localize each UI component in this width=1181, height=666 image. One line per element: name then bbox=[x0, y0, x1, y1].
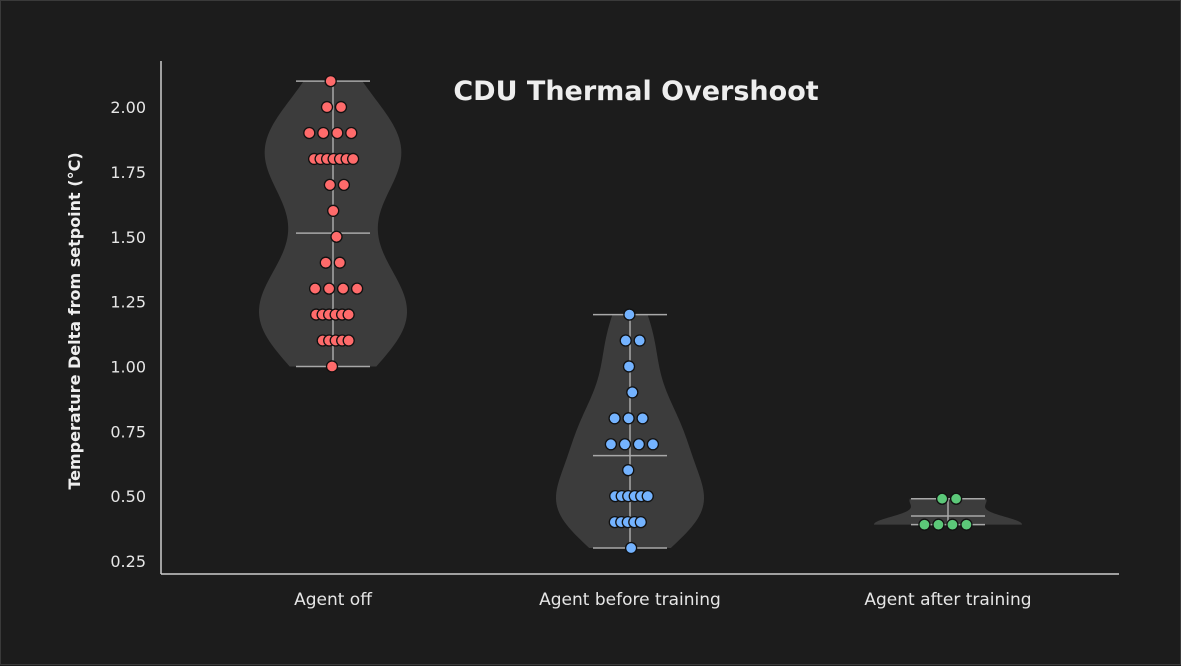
data-point bbox=[324, 74, 337, 88]
data-point bbox=[325, 360, 339, 373]
data-point bbox=[632, 438, 646, 451]
data-point bbox=[646, 438, 660, 451]
y-tick-label: 0.50 bbox=[110, 487, 146, 506]
data-point bbox=[634, 515, 647, 529]
data-point bbox=[619, 334, 632, 347]
x-tick-label: Agent after training bbox=[864, 590, 1031, 610]
data-point bbox=[337, 178, 351, 192]
data-point bbox=[633, 334, 646, 347]
data-point bbox=[333, 256, 346, 269]
data-point bbox=[641, 489, 654, 503]
data-point bbox=[636, 412, 649, 425]
y-tick-label: 1.75 bbox=[110, 163, 146, 182]
data-point bbox=[334, 100, 348, 114]
data-point bbox=[946, 518, 959, 531]
y-axis-label: Temperature Delta from setpoint (°C) bbox=[65, 152, 84, 489]
data-point bbox=[327, 204, 340, 217]
data-point bbox=[608, 412, 621, 425]
y-tick-label: 1.50 bbox=[110, 228, 146, 247]
data-point bbox=[308, 282, 322, 295]
data-point bbox=[626, 386, 639, 399]
data-point bbox=[623, 308, 636, 321]
y-tick-label: 2.00 bbox=[110, 98, 146, 117]
data-point bbox=[330, 230, 343, 243]
y-tick-label: 0.75 bbox=[110, 422, 146, 441]
data-point bbox=[345, 126, 358, 140]
data-point bbox=[346, 152, 360, 166]
data-point bbox=[323, 178, 337, 192]
data-point bbox=[622, 412, 635, 425]
data-point bbox=[319, 256, 332, 269]
data-point bbox=[622, 360, 636, 373]
data-point bbox=[935, 492, 949, 505]
data-point bbox=[317, 126, 330, 140]
data-point bbox=[303, 126, 316, 140]
data-point bbox=[336, 282, 350, 295]
data-point bbox=[604, 438, 618, 451]
data-point bbox=[932, 518, 945, 531]
y-tick-label: 1.00 bbox=[110, 357, 146, 376]
data-point bbox=[322, 282, 336, 295]
data-point bbox=[320, 100, 334, 114]
data-point bbox=[949, 492, 963, 505]
data-point bbox=[350, 282, 364, 295]
data-point bbox=[618, 438, 632, 451]
y-tick-label: 1.25 bbox=[110, 293, 146, 312]
data-point bbox=[960, 518, 973, 531]
data-point bbox=[331, 126, 344, 140]
x-tick-label: Agent before training bbox=[539, 590, 721, 610]
y-tick-label: 0.25 bbox=[110, 552, 146, 571]
x-tick-label: Agent off bbox=[294, 590, 373, 610]
data-point bbox=[624, 541, 638, 555]
data-point bbox=[622, 464, 635, 477]
data-point bbox=[342, 334, 355, 347]
chart-title: CDU Thermal Overshoot bbox=[453, 76, 818, 107]
data-point bbox=[918, 518, 931, 531]
data-point bbox=[342, 308, 355, 321]
